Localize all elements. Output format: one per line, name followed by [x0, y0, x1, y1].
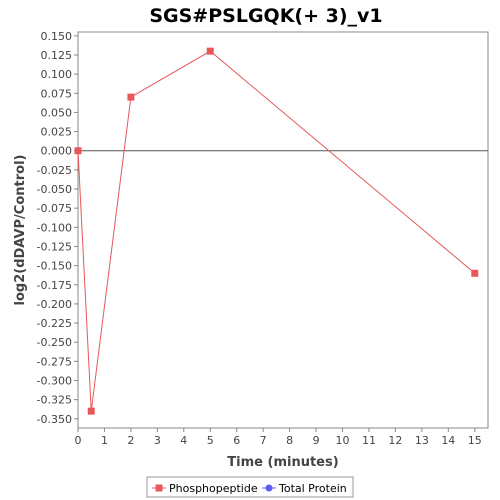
y-tick-label: -0.125 [37, 240, 72, 253]
x-tick-label: 0 [75, 434, 82, 447]
legend-marker-square [155, 484, 163, 492]
data-point [206, 47, 214, 55]
x-tick-label: 9 [313, 434, 320, 447]
x-tick-label: 1 [101, 434, 108, 447]
data-point [74, 147, 82, 155]
series-group [74, 47, 479, 415]
x-tick-label: 14 [441, 434, 455, 447]
data-point [87, 407, 95, 415]
legend-label: Total Protein [278, 482, 347, 495]
y-tick-label: -0.200 [37, 298, 72, 311]
y-tick-label: -0.350 [37, 413, 72, 426]
y-tick-label: -0.050 [37, 183, 72, 196]
y-tick-label: -0.250 [37, 336, 72, 349]
x-tick-label: 2 [127, 434, 134, 447]
y-tick-label: -0.100 [37, 221, 72, 234]
y-tick-label: 0.075 [41, 87, 73, 100]
y-tick-label: -0.175 [37, 279, 72, 292]
x-tick-label: 7 [260, 434, 267, 447]
y-axis-label: log2(dDAVP/Control) [13, 155, 28, 306]
y-tick-label: 0.000 [41, 145, 73, 158]
legend-box [146, 476, 354, 498]
x-tick-label: 8 [286, 434, 293, 447]
x-tick-label: 10 [336, 434, 350, 447]
y-tick-label: -0.325 [37, 394, 72, 407]
legend-label: Phosphopeptide [169, 482, 258, 495]
y-tick-label: -0.225 [37, 317, 72, 330]
y-tick-label: -0.300 [37, 375, 72, 388]
x-tick-label: 11 [362, 434, 376, 447]
y-tick-label: 0.150 [41, 30, 73, 43]
x-axis-ticks: 0 1 2 3 4 5 6 7 8 9 10 11 12 13 14 15 [75, 428, 482, 447]
x-tick-label: 6 [233, 434, 240, 447]
x-axis-label: Time (minutes) [227, 455, 338, 470]
legend-marker-circle [265, 484, 273, 492]
y-tick-label: -0.025 [37, 164, 72, 177]
y-tick-label: -0.150 [37, 260, 72, 273]
y-tick-label: 0.125 [41, 49, 73, 62]
data-point [127, 93, 135, 101]
x-tick-label: 4 [180, 434, 187, 447]
y-tick-label: 0.100 [41, 68, 73, 81]
x-tick-label: 15 [468, 434, 482, 447]
y-tick-label: 0.050 [41, 106, 73, 119]
plot-area [77, 31, 489, 429]
x-tick-label: 5 [207, 434, 214, 447]
y-tick-label: 0.025 [41, 126, 73, 139]
y-tick-label: -0.275 [37, 355, 72, 368]
legend: Phosphopeptide Total Protein [146, 476, 354, 498]
data-point [471, 269, 479, 277]
y-tick-label: -0.075 [37, 202, 72, 215]
x-tick-label: 12 [388, 434, 402, 447]
x-tick-label: 3 [154, 434, 161, 447]
chart-title: SGS#PSLGQK(+ 3)_v1 [149, 5, 382, 27]
y-axis-ticks: 0.150 0.125 0.100 0.075 0.050 0.025 0.000 -0.02… [37, 30, 78, 426]
x-tick-label: 13 [415, 434, 429, 447]
